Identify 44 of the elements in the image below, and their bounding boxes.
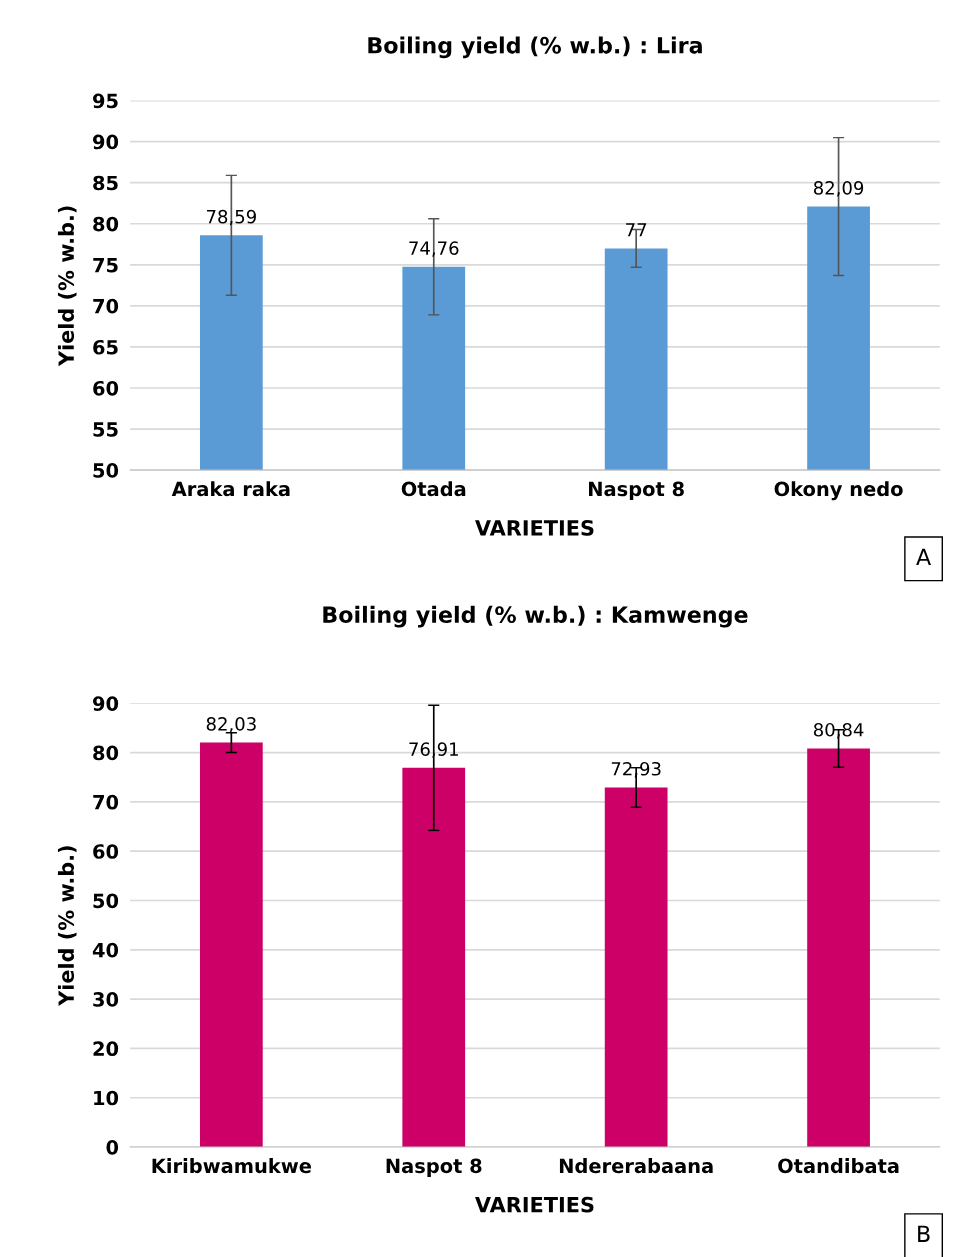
x-axis-title: VARIETIES <box>475 520 594 536</box>
bar <box>199 742 263 1148</box>
x-axis-title: VARIETIES <box>475 1196 594 1213</box>
y-tick-label: 65 <box>93 339 118 355</box>
y-tick-label: 40 <box>92 942 119 958</box>
text: A <box>916 548 931 565</box>
y-tick-label: 95 <box>92 93 118 109</box>
y-tick-label: 60 <box>93 844 119 859</box>
x-tick-label: Kiribwamukwe <box>152 1158 311 1174</box>
chart-title: Boiling yield (% w.b.) : Kamwenge <box>323 605 748 628</box>
y-tick-label: 90 <box>92 134 119 150</box>
y-tick-label: 50 <box>93 463 119 478</box>
y-tick-label: 70 <box>93 298 119 314</box>
y-tick-label: 85 <box>93 175 118 191</box>
y-tick-label: 20 <box>93 1041 119 1057</box>
y-tick-label: 55 <box>93 422 118 437</box>
bar <box>402 767 466 1148</box>
y-tick-label: 80 <box>93 216 119 232</box>
data-label: 80,84 <box>813 722 864 739</box>
y-tick-label: 80 <box>93 745 119 761</box>
y-tick-label: 10 <box>94 1090 119 1106</box>
x-tick-label: Naspot 8 <box>589 481 684 501</box>
y-tick-label: 75 <box>93 258 118 273</box>
x-tick-label: Ndererabaana <box>559 1158 713 1174</box>
x-tick-label: Okony nedo <box>774 481 903 501</box>
bar <box>807 748 870 1148</box>
y-tick-label: 30 <box>93 992 119 1007</box>
x-tick-label: Naspot 8 <box>386 1158 482 1177</box>
y-axis-title: Yield (% w.b.) <box>57 846 77 1007</box>
data-label: 77 <box>626 223 647 237</box>
y-axis-title: Yield (% w.b.) <box>57 206 77 367</box>
x-tick-label: Otada <box>401 481 466 497</box>
y-tick-label: 50 <box>93 893 119 909</box>
chart-title: Boiling yield (% w.b.) : Lira <box>368 36 702 59</box>
y-tick-label: 60 <box>93 380 119 396</box>
x-tick-label: Araka raka <box>171 481 290 497</box>
data-label: 82,03 <box>206 717 256 733</box>
y-tick-label: 0 <box>106 1139 119 1155</box>
x-tick-label: Otandibata <box>778 1158 899 1174</box>
data-label: 72,93 <box>611 761 661 778</box>
bar <box>604 787 668 1148</box>
y-tick-label: 70 <box>93 794 119 810</box>
text: B <box>918 1225 930 1242</box>
y-tick-label: 90 <box>92 696 119 711</box>
